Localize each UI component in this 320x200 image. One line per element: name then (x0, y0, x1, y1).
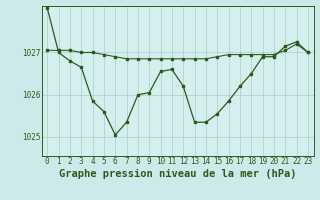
X-axis label: Graphe pression niveau de la mer (hPa): Graphe pression niveau de la mer (hPa) (59, 169, 296, 179)
